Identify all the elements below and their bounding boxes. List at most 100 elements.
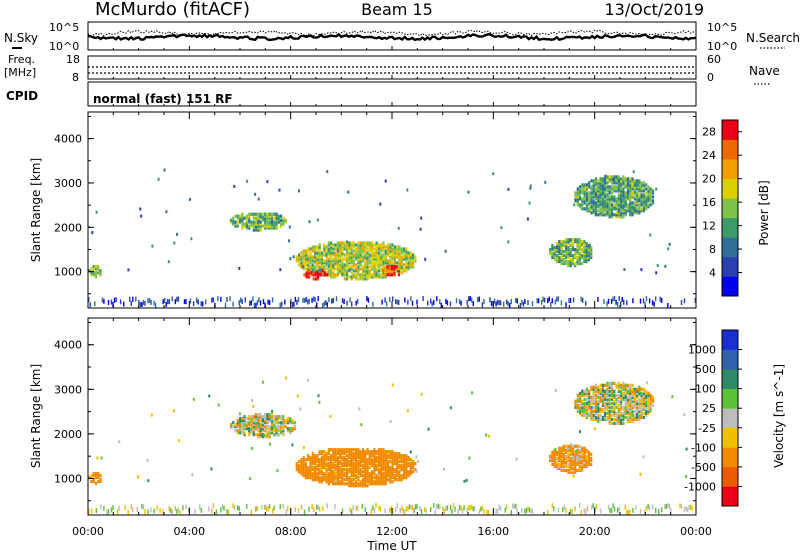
data-cell — [320, 464, 323, 468]
data-cell — [626, 187, 629, 191]
data-cell — [622, 199, 625, 203]
data-cell — [553, 250, 556, 254]
data-cell — [259, 212, 262, 216]
data-cell — [680, 300, 683, 305]
data-cell — [326, 273, 329, 277]
data-cell — [261, 433, 264, 437]
data-cell — [576, 450, 579, 454]
data-cell — [398, 460, 401, 464]
n-search-tick-top: 10^5 — [707, 21, 737, 34]
data-cell — [576, 468, 579, 472]
data-cell — [252, 214, 255, 218]
data-cell — [317, 275, 320, 279]
data-cell — [280, 417, 283, 421]
colorbar-tick-label: 12 — [702, 220, 716, 233]
data-cell — [202, 301, 204, 307]
data-cell — [615, 399, 618, 403]
data-cell — [553, 506, 555, 512]
data-cell — [304, 458, 308, 462]
data-cell — [594, 205, 598, 209]
data-cell — [425, 508, 427, 514]
data-cell — [91, 508, 93, 514]
data-cell — [329, 243, 333, 247]
data-cell — [396, 460, 399, 464]
data-cell — [469, 296, 471, 301]
data-cell — [366, 241, 369, 245]
data-cell — [551, 503, 553, 509]
data-cell — [642, 389, 645, 393]
data-cell — [339, 259, 342, 263]
data-cell — [636, 211, 639, 215]
data-cell — [156, 505, 158, 511]
data-cell — [343, 478, 346, 482]
data-cell — [139, 207, 142, 211]
data-cell — [601, 199, 604, 203]
data-cell — [555, 450, 559, 454]
data-cell — [594, 389, 598, 393]
data-cell — [604, 411, 607, 415]
data-cell — [350, 251, 353, 255]
data-cell — [613, 506, 616, 512]
data-cell — [297, 508, 300, 514]
colorbar-segment — [722, 178, 738, 199]
data-cell — [343, 247, 346, 251]
data-cell — [640, 201, 643, 205]
data-cell — [343, 265, 346, 269]
data-cell — [617, 399, 620, 403]
data-cell — [649, 189, 652, 193]
data-cell — [613, 399, 616, 403]
data-cell — [638, 185, 641, 189]
data-cell — [359, 480, 362, 484]
data-cell — [345, 271, 349, 275]
data-cell — [571, 444, 575, 448]
data-cell — [280, 220, 283, 224]
data-cell — [361, 241, 365, 245]
data-cell — [565, 456, 568, 460]
data-cell — [555, 254, 559, 258]
data-cell — [402, 464, 406, 468]
data-cell — [636, 387, 639, 391]
data-cell — [371, 452, 374, 456]
data-cell — [578, 238, 581, 242]
data-cell — [264, 224, 267, 228]
data-cell — [151, 244, 154, 248]
data-cell — [318, 450, 321, 454]
data-cell — [608, 213, 611, 217]
data-cell — [567, 458, 570, 462]
data-cell — [565, 256, 568, 260]
data-cell — [590, 385, 593, 389]
data-cell — [336, 478, 339, 482]
data-cell — [217, 403, 220, 407]
data-cell — [371, 245, 374, 249]
data-cell — [590, 456, 593, 460]
data-cell — [640, 395, 643, 399]
data-cell — [373, 275, 376, 279]
data-cell — [551, 252, 554, 256]
data-cell — [607, 298, 610, 304]
data-cell — [327, 271, 330, 275]
data-cell — [551, 298, 553, 304]
data-cell — [318, 400, 321, 404]
data-cell — [377, 460, 380, 464]
data-cell — [270, 220, 274, 224]
data-cell — [194, 508, 196, 514]
data-cell — [385, 301, 388, 307]
data-cell — [347, 190, 350, 194]
data-cell — [334, 261, 337, 265]
data-cell — [300, 464, 303, 468]
data-cell — [314, 249, 317, 253]
data-cell — [384, 470, 387, 474]
data-cell — [382, 454, 385, 458]
data-cell — [357, 466, 360, 470]
data-cell — [352, 466, 355, 470]
data-cell — [307, 378, 309, 382]
data-cell — [373, 480, 376, 484]
data-cell — [597, 203, 600, 207]
data-cell — [371, 458, 374, 462]
data-cell — [585, 454, 588, 458]
data-cell — [639, 508, 642, 514]
data-cell — [268, 417, 271, 421]
data-cell — [581, 448, 584, 452]
data-cell — [359, 253, 362, 257]
data-cell — [626, 383, 629, 387]
